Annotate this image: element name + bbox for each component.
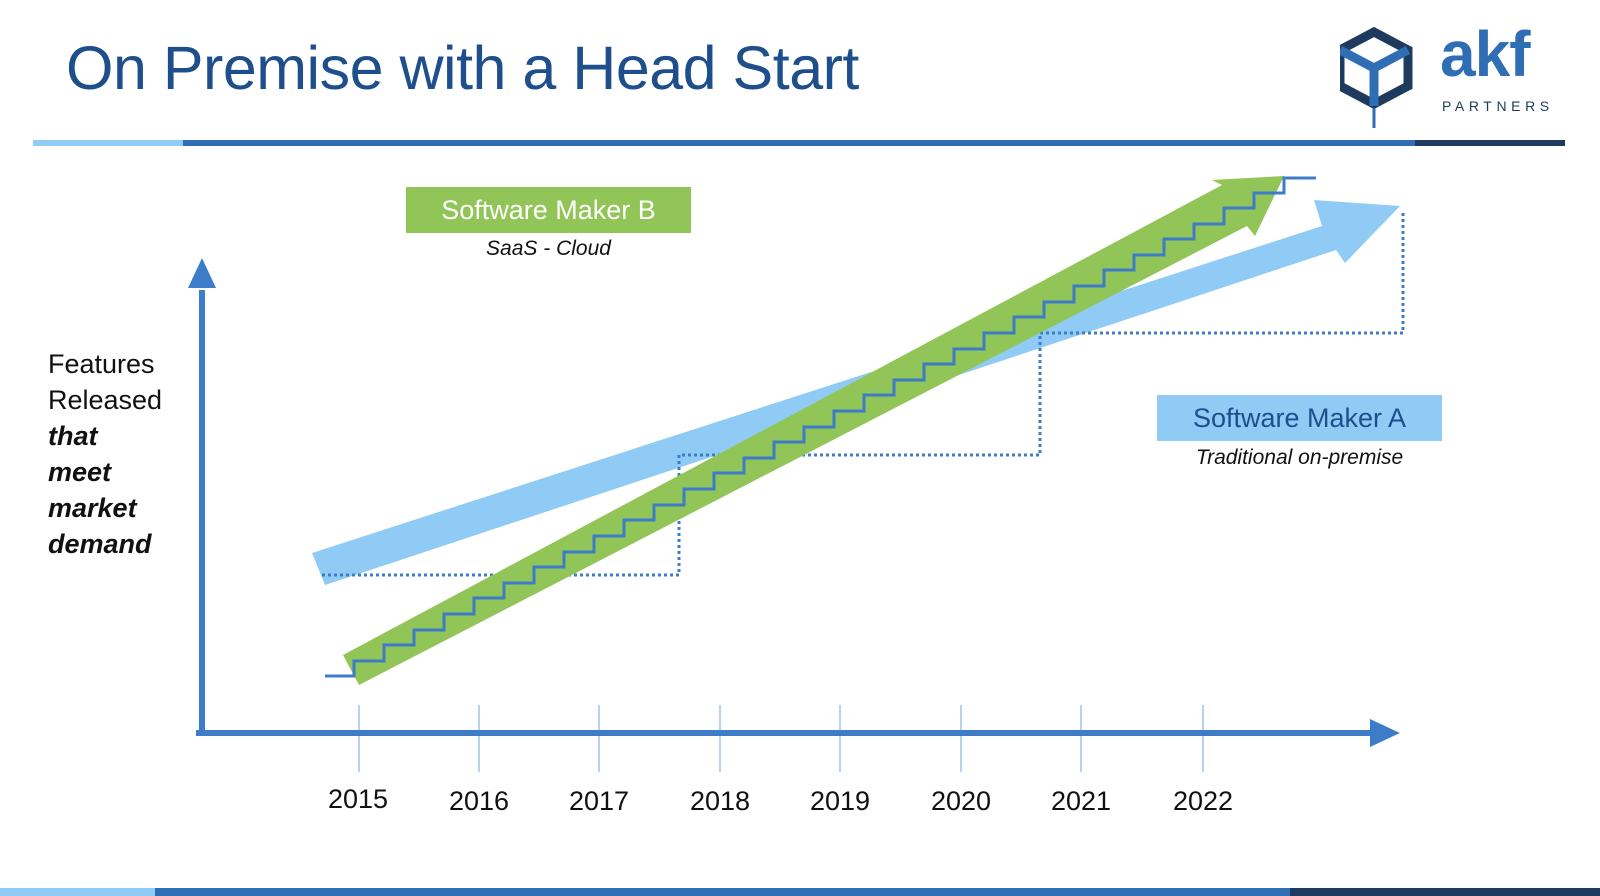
maker-b-step-line <box>325 176 1316 678</box>
maker-a-subtitle: Traditional on-premise <box>1195 446 1404 469</box>
y-label-line-5: market <box>48 493 137 523</box>
y-label-line-2: Released <box>48 385 163 415</box>
year-label-2016: 2016 <box>448 786 510 816</box>
y-label-line-4: meet <box>48 457 112 487</box>
y-axis-label: Features Released that meet market deman… <box>48 346 162 562</box>
header-band-light <box>33 140 183 146</box>
y-axis-arrowhead-icon <box>188 258 216 288</box>
logo-subtext: PARTNERS <box>1442 98 1554 114</box>
footer-band-dark <box>155 888 1290 896</box>
maker-a-label: Software Maker A <box>1157 395 1442 441</box>
year-label-2022: 2022 <box>1172 786 1234 816</box>
slide-title: On Premise with a Head Start <box>66 34 859 102</box>
year-label-2021: 2021 <box>1050 786 1112 816</box>
maker-b-label: Software Maker B <box>406 187 691 233</box>
maker-b-subtitle: SaaS - Cloud <box>486 237 611 260</box>
x-axis-arrowhead-icon <box>1370 719 1400 747</box>
header-band-navy <box>1415 140 1565 146</box>
logo-wordmark: akf <box>1440 18 1530 90</box>
header-band-dark <box>183 140 1415 146</box>
y-label-line-6: demand <box>48 529 152 559</box>
footer-band-light <box>0 888 155 896</box>
year-label-2017: 2017 <box>568 786 630 816</box>
y-label-line-3: that <box>48 421 98 451</box>
year-label-2018: 2018 <box>689 786 751 816</box>
year-label-2015: 2015 <box>327 784 389 814</box>
x-tick-lines <box>358 705 1204 772</box>
akf-cube-logo-icon <box>1340 26 1413 128</box>
footer-band-navy <box>1290 888 1600 896</box>
year-label-2019: 2019 <box>809 786 871 816</box>
maker-a-step-line <box>322 210 1405 577</box>
year-label-2020: 2020 <box>930 786 992 816</box>
y-label-line-1: Features <box>48 349 155 379</box>
